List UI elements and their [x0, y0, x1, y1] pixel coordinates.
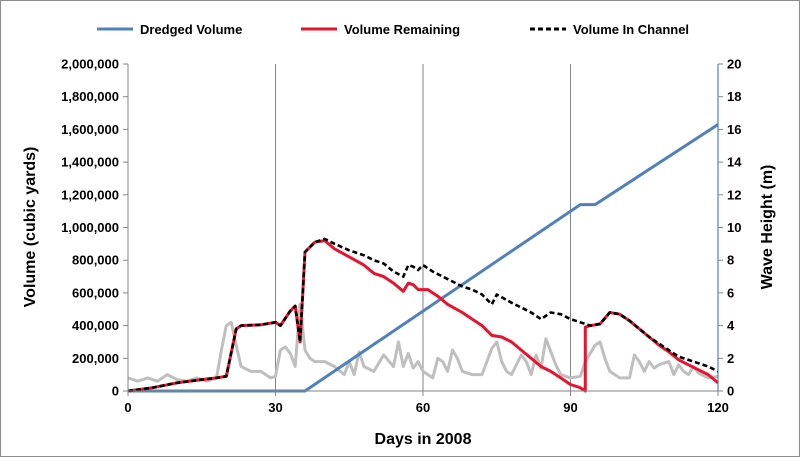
- y-tick-label: 1,000,000: [61, 220, 119, 235]
- y2-tick-label: 8: [727, 253, 734, 268]
- legend-label: Volume In Channel: [573, 22, 689, 37]
- y2-tick-label: 0: [727, 384, 734, 399]
- axes: [123, 63, 723, 396]
- y2-tick-label: 14: [727, 155, 742, 170]
- y-axis-title: Volume (cubic yards): [22, 147, 39, 308]
- y-tick-label: 600,000: [72, 285, 119, 300]
- x-tick-label: 90: [563, 400, 577, 415]
- y-tick-label: 400,000: [72, 318, 119, 333]
- y-tick-label: 1,800,000: [61, 89, 119, 104]
- y2-tick-label: 18: [727, 89, 741, 104]
- y-tick-label: 2,000,000: [61, 57, 119, 72]
- x-tick-label: 0: [124, 400, 131, 415]
- x-tick-label: 60: [416, 400, 430, 415]
- y-tick-label: 1,400,000: [61, 155, 119, 170]
- legend-label: Volume Remaining: [344, 22, 460, 37]
- y2-tick-label: 4: [727, 318, 735, 333]
- x-tick-label: 120: [707, 400, 729, 415]
- legend-label: Dredged Volume: [140, 22, 242, 37]
- series-line-wave-height: [127, 302, 719, 383]
- y-tick-label: 1,200,000: [61, 187, 119, 202]
- y2-tick-label: 6: [727, 285, 734, 300]
- y2-tick-label: 10: [727, 220, 741, 235]
- tick-labels: 0 200,000 400,000 600,000 800,000 1,000,000 1,…: [61, 57, 742, 416]
- y2-tick-label: 12: [727, 187, 741, 202]
- y-tick-label: 1,600,000: [61, 122, 119, 137]
- legend: Dredged Volume Volume Remaining Volume In …: [97, 22, 689, 37]
- x-axis-title: Days in 2008: [375, 431, 472, 448]
- x-tick-label: 30: [268, 400, 282, 415]
- y2-tick-label: 20: [727, 57, 741, 72]
- series-line-volume-in-channel: [127, 237, 719, 393]
- secondary-y-axis-title: Wave Height (m): [759, 165, 776, 290]
- y-tick-label: 800,000: [72, 253, 119, 268]
- y-tick-label: 0: [112, 384, 119, 399]
- y-tick-label: 200,000: [72, 351, 119, 366]
- y2-tick-label: 2: [727, 351, 734, 366]
- y2-tick-label: 16: [727, 122, 741, 137]
